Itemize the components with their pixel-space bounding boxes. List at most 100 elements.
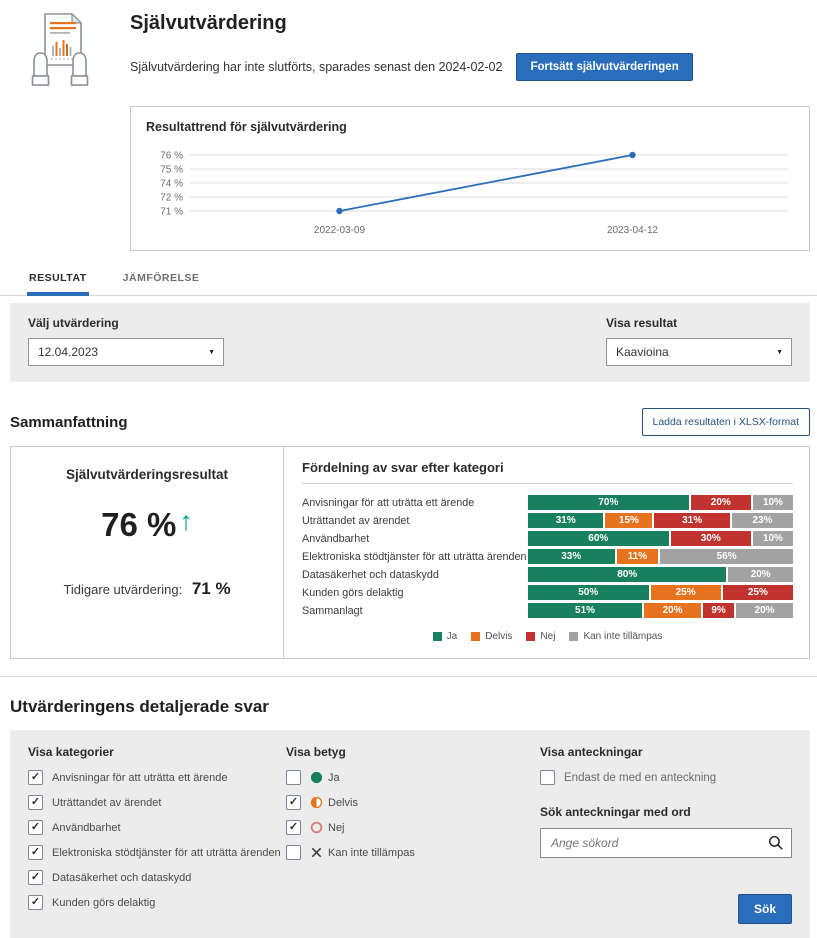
category-bar-row: Elektroniska stödtjänster för att uträtt…	[302, 549, 794, 564]
legend-swatch	[526, 632, 536, 641]
search-button[interactable]: Sök	[737, 894, 792, 924]
bar-segment-orange: 15%	[605, 513, 653, 528]
bar-segment-orange: 20%	[644, 603, 702, 618]
category-bars: Anvisningar för att uträtta ett ärende 70…	[302, 495, 794, 618]
rating-filter-row[interactable]: Kan inte tillämpas	[286, 845, 540, 860]
summary-panel: Självutvärderingsresultat 76 % ↑ Tidigar…	[10, 446, 810, 659]
details-heading: Utvärderingens detaljerade svar	[10, 697, 269, 716]
trend-chart-svg: 76 % 75 % 74 % 72 % 71 % 2022-03-09 2023-04-12	[160, 151, 788, 236]
continue-evaluation-button[interactable]: Fortsätt självutvärderingen	[516, 53, 693, 81]
category-checkbox[interactable]: ✓	[28, 870, 43, 885]
notes-only-checkbox[interactable]	[540, 770, 555, 785]
svg-text:72 %: 72 %	[160, 193, 183, 204]
rating-filter-row[interactable]: ✓ Nej	[286, 820, 540, 835]
rating-filter-row[interactable]: Ja	[286, 770, 540, 785]
category-bar-row: Kunden görs delaktig 50% 25% 25%	[302, 585, 793, 600]
category-filter-label: Anvisningar för att uträtta ett ärende	[52, 771, 228, 784]
category-filter-row[interactable]: ✓ Datasäkerhet och dataskydd	[28, 870, 286, 885]
category-filter-row[interactable]: ✓ Uträttandet av ärendet	[28, 795, 286, 810]
category-checkbox[interactable]: ✓	[28, 795, 43, 810]
category-checkbox[interactable]: ✓	[28, 845, 43, 860]
rating-checkbox-list: Ja ✓ Delvis ✓ Nej Kan inte tillämpas	[286, 770, 540, 860]
trend-chart-card: Resultattrend för självutvärdering 76 % 7…	[130, 106, 810, 251]
rating-checkbox[interactable]: ✓	[286, 795, 301, 810]
page-header: Självutvärdering Självutvärdering har in…	[0, 0, 817, 93]
status-row: Självutvärdering har inte slutförts, spa…	[130, 53, 693, 81]
category-bar-label: Uträttandet av ärendet	[302, 514, 410, 527]
previous-result: Tidigare utvärdering: 71 %	[11, 579, 283, 599]
rating-filter-label: Kan inte tillämpas	[328, 846, 415, 859]
category-bar-row: Sammanlagt 51% 20% 9% 20%	[302, 603, 794, 618]
ratings-filter-column: Visa betyg Ja ✓ Delvis ✓ Nej Kan inte tillämp…	[286, 745, 540, 924]
stacked-bar: 31% 15% 31% 23%	[528, 513, 793, 528]
category-filter-row[interactable]: ✓ Anvisningar för att uträtta ett ärende	[28, 770, 286, 785]
svg-text:2023-04-12: 2023-04-12	[607, 225, 659, 236]
tab-resultat[interactable]: RESULTAT	[27, 266, 89, 296]
legend-swatch	[569, 632, 579, 641]
summary-heading: Sammanfattning	[10, 413, 128, 431]
category-checkbox-list: ✓ Anvisningar för att uträtta ett ärende ✓…	[28, 770, 286, 910]
result-view-filter-group: Visa resultat Kaavioina ▼	[606, 316, 792, 366]
category-checkbox[interactable]: ✓	[28, 770, 43, 785]
category-bar-label: Kunden görs delaktig	[302, 586, 404, 599]
circle-outline-icon	[310, 821, 323, 834]
tab-bar: RESULTAT JÄMFÖRELSE	[0, 266, 817, 296]
category-bar-label: Elektroniska stödtjänster för att uträtt…	[302, 550, 527, 563]
notes-filter-column: Visa anteckningar Endast de med en antec…	[540, 745, 792, 924]
rating-filter-row[interactable]: ✓ Delvis	[286, 795, 540, 810]
category-filter-label: Uträttandet av ärendet	[52, 796, 162, 809]
rating-checkbox[interactable]	[286, 845, 301, 860]
category-bar-row: Anvisningar för att uträtta ett ärende 70…	[302, 495, 793, 510]
evaluation-select[interactable]: 12.04.2023 ▼	[28, 338, 224, 366]
stacked-bar: 70% 20% 10%	[528, 495, 793, 510]
bar-segment-gray: 20%	[728, 567, 793, 582]
legend-item: Ja	[432, 631, 457, 642]
bar-segment-green: 33%	[528, 549, 615, 564]
bar-segment-gray: 10%	[752, 495, 793, 510]
search-icon	[768, 835, 784, 854]
bar-segment-orange: 25%	[650, 585, 721, 600]
result-title: Självutvärderingsresultat	[65, 467, 229, 482]
svg-text:75 %: 75 %	[160, 165, 183, 176]
legend-label: Kan inte tillämpas	[583, 631, 663, 642]
x-mark-icon	[310, 846, 323, 859]
svg-text:74 %: 74 %	[160, 179, 183, 190]
rating-checkbox[interactable]	[286, 770, 301, 785]
search-input[interactable]	[540, 828, 792, 858]
notes-only-row[interactable]: Endast de med en anteckning	[540, 770, 792, 785]
chart-legend: Ja Delvis Nej Kan inte tillämpas	[302, 631, 793, 642]
result-view-select-value: Kaavioina	[616, 345, 669, 359]
categories-filter-label: Visa kategorier	[28, 745, 114, 759]
circle-filled-icon	[310, 771, 323, 784]
bar-segment-red: 20%	[690, 495, 751, 510]
svg-text:76 %: 76 %	[160, 151, 183, 162]
document-hands-icon	[27, 10, 93, 93]
result-view-select[interactable]: Kaavioina ▼	[606, 338, 792, 366]
rating-filter-label: Delvis	[328, 796, 358, 809]
rating-filter-label: Nej	[328, 821, 345, 834]
bar-segment-gray: 23%	[731, 513, 793, 528]
distribution-column: Fördelning av svar efter kategori Anvisn…	[284, 447, 809, 658]
category-checkbox[interactable]: ✓	[28, 895, 43, 910]
trend-chart-title: Resultattrend för självutvärdering	[146, 120, 347, 134]
category-filter-row[interactable]: ✓ Användbarhet	[28, 820, 286, 835]
legend-label: Delvis	[485, 631, 513, 642]
result-score: 76 % ↑	[11, 508, 283, 542]
stacked-bar: 33% 11% 56%	[528, 549, 794, 564]
category-filter-label: Användbarhet	[52, 821, 121, 834]
bar-segment-green: 31%	[528, 513, 604, 528]
notes-filter-label: Visa anteckningar	[540, 745, 643, 759]
bar-segment-red: 25%	[722, 585, 793, 600]
summary-header: Sammanfattning Ladda resultaten i XLSX-f…	[10, 408, 810, 436]
category-filter-row[interactable]: ✓ Kunden görs delaktig	[28, 895, 286, 910]
rating-checkbox[interactable]: ✓	[286, 820, 301, 835]
bar-segment-green: 80%	[528, 567, 727, 582]
tab-jamforelse[interactable]: JÄMFÖRELSE	[122, 272, 200, 284]
category-filter-row[interactable]: ✓ Elektroniska stödtjänster för att uträt…	[28, 845, 286, 860]
download-xlsx-button[interactable]: Ladda resultaten i XLSX-format	[641, 408, 810, 436]
bar-segment-red: 31%	[654, 513, 730, 528]
category-checkbox[interactable]: ✓	[28, 820, 43, 835]
category-filter-label: Kunden görs delaktig	[52, 896, 156, 909]
previous-result-value: 71 %	[191, 579, 231, 598]
